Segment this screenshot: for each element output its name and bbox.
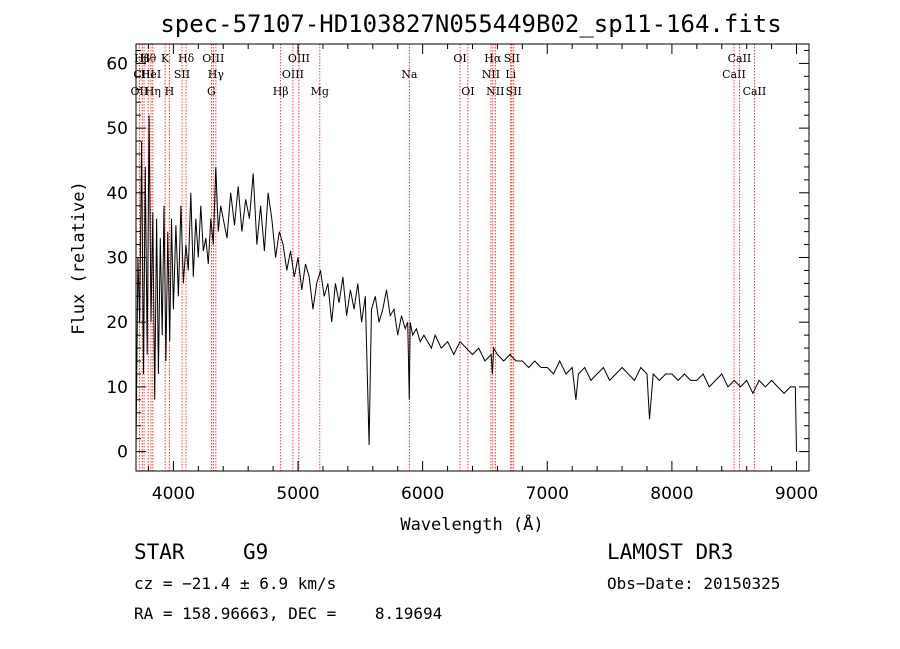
line-label-4: HeI: [141, 68, 161, 81]
line-label-21: Hα: [484, 52, 502, 65]
x-tick-label-3: 7000: [526, 484, 569, 504]
spectrum-line: [135, 115, 797, 452]
line-label-10: G: [207, 85, 216, 98]
x-tick-label-2: 6000: [401, 484, 444, 504]
line-label-11: OIII: [202, 52, 224, 65]
line-label-14: OIII: [282, 68, 304, 81]
line-label-5: Hη: [145, 85, 161, 98]
line-label-27: CaII: [728, 52, 752, 65]
survey-name: LAMOST DR3: [607, 540, 734, 564]
line-label-0: Hβ: [134, 52, 150, 65]
line-label-8: SII: [174, 68, 190, 81]
line-label-20: NII: [482, 68, 500, 81]
line-label-25: SII: [506, 85, 522, 98]
line-label-12: Hγ: [208, 68, 225, 81]
line-label-28: CaII: [743, 85, 767, 98]
line-label-17: Na: [401, 68, 418, 81]
line-label-22: NII: [486, 85, 504, 98]
spectrum-chart: spec-57107-HD103827N055449B02_sp11-164.f…: [69, 10, 818, 535]
x-tick-label-1: 5000: [276, 484, 319, 504]
x-axis-label: Wavelength (Å): [400, 513, 543, 535]
y-tick-label-5: 50: [106, 119, 128, 139]
object-subclass: G9: [243, 540, 269, 564]
y-tick-label-6: 60: [106, 54, 128, 74]
x-tick-label-0: 4000: [152, 484, 195, 504]
redshift-cz: cz = −21.4 ± 6.9 km/s: [134, 574, 337, 593]
line-label-16: Mg: [311, 85, 329, 98]
object-class: STAR: [134, 540, 185, 564]
line-label-7: H: [165, 85, 175, 98]
line-label-3: Hθ: [140, 52, 157, 65]
line-label-6: K: [161, 52, 170, 65]
line-label-26: CaII: [722, 68, 746, 81]
line-label-15: OIII: [288, 52, 310, 65]
y-tick-label-0: 0: [117, 443, 128, 463]
line-label-2: OII: [131, 85, 149, 98]
x-tick-label-5: 9000: [775, 484, 818, 504]
line-label-18: OI: [453, 52, 466, 65]
observation-date: Obs−Date: 20150325: [607, 574, 781, 593]
y-tick-label-2: 20: [106, 313, 128, 333]
emission-line-markers: Hβ CIII OII Hθ HeI Hη K H SII Hδ G OIII Hγ Hβ OIII OIII…: [131, 44, 767, 471]
plot-frame: [135, 43, 810, 472]
line-label-24: SII: [504, 52, 520, 65]
line-label-9: Hδ: [178, 52, 195, 65]
line-label-13: Hβ: [273, 85, 289, 98]
chart-title: spec-57107-HD103827N055449B02_sp11-164.f…: [160, 10, 781, 38]
line-label-1: CIII: [133, 68, 154, 81]
y-axis-label: Flux (relative): [69, 181, 89, 335]
ra-dec-coordinates: RA = 158.96663, DEC = 8.19694: [134, 604, 443, 623]
y-tick-label-3: 30: [106, 249, 128, 269]
axis-ticks: 4000 5000 6000 7000 8000 9000 0 10 20 30 40 50 60: [106, 44, 818, 504]
y-tick-label-1: 10: [106, 378, 128, 398]
line-label-19: OI: [461, 85, 474, 98]
y-tick-label-4: 40: [106, 184, 128, 204]
x-tick-label-4: 8000: [650, 484, 693, 504]
line-label-23: Li: [505, 68, 516, 81]
